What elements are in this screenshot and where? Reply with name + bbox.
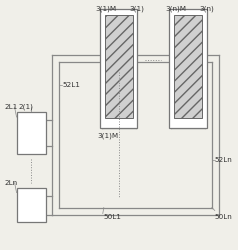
Text: 50Ln: 50Ln xyxy=(215,214,233,220)
Text: 3(1)M: 3(1)M xyxy=(96,6,117,12)
Text: 2L1: 2L1 xyxy=(5,104,18,110)
Text: 50L1: 50L1 xyxy=(104,214,122,220)
Text: 2(1): 2(1) xyxy=(19,104,33,110)
Bar xyxy=(174,14,202,118)
Bar xyxy=(17,188,46,222)
Bar xyxy=(17,112,46,154)
Text: 52Ln: 52Ln xyxy=(215,157,233,163)
Bar xyxy=(100,9,138,128)
Text: 3(n)M: 3(n)M xyxy=(165,6,186,12)
Bar xyxy=(169,9,207,128)
Bar xyxy=(105,14,133,118)
Text: 3(1): 3(1) xyxy=(129,6,144,12)
Text: 52L1: 52L1 xyxy=(62,82,80,88)
Text: 3(n): 3(n) xyxy=(199,6,214,12)
Text: 2Ln: 2Ln xyxy=(5,180,18,186)
Text: 3(1)M: 3(1)M xyxy=(98,133,119,140)
